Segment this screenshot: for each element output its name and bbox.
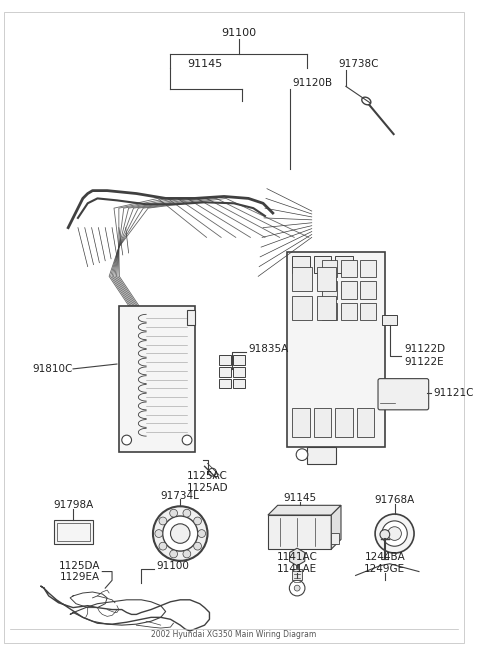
Text: 91100: 91100: [221, 28, 256, 38]
Text: 2002 Hyundai XG350 Main Wiring Diagram: 2002 Hyundai XG350 Main Wiring Diagram: [151, 629, 316, 639]
Text: 91100: 91100: [156, 561, 189, 571]
Circle shape: [170, 550, 178, 558]
Text: 91145: 91145: [187, 59, 222, 69]
Text: 1125DA: 1125DA: [59, 561, 100, 571]
Bar: [233, 379, 244, 388]
Circle shape: [296, 449, 308, 460]
Circle shape: [388, 527, 401, 540]
Text: 1125AD: 1125AD: [187, 483, 228, 493]
Circle shape: [382, 521, 407, 546]
Bar: [357, 408, 374, 437]
Circle shape: [375, 514, 414, 553]
Polygon shape: [331, 505, 341, 549]
Bar: [341, 303, 357, 320]
Bar: [292, 267, 312, 291]
Text: 91738C: 91738C: [338, 59, 379, 69]
Text: 91810C: 91810C: [33, 364, 73, 374]
Bar: [292, 408, 310, 437]
Bar: [317, 267, 336, 291]
Bar: [382, 315, 396, 325]
Circle shape: [183, 550, 191, 558]
Bar: [233, 367, 244, 377]
Bar: [292, 296, 312, 320]
Bar: [360, 260, 376, 277]
Bar: [119, 306, 195, 452]
Bar: [219, 379, 231, 388]
Bar: [219, 355, 231, 365]
Text: 1141AE: 1141AE: [277, 564, 317, 574]
Circle shape: [153, 506, 207, 561]
Circle shape: [122, 435, 132, 445]
Bar: [219, 367, 231, 377]
Bar: [268, 515, 331, 549]
Bar: [360, 303, 376, 320]
Circle shape: [182, 435, 192, 445]
Bar: [360, 281, 376, 299]
Text: 91122D: 91122D: [404, 345, 445, 354]
Circle shape: [380, 530, 390, 540]
Circle shape: [294, 585, 300, 591]
Polygon shape: [289, 548, 305, 566]
Bar: [54, 520, 93, 544]
Bar: [322, 260, 337, 277]
Circle shape: [198, 530, 205, 538]
Circle shape: [159, 542, 167, 550]
Circle shape: [163, 516, 198, 551]
Circle shape: [194, 517, 202, 525]
Bar: [314, 256, 331, 273]
Polygon shape: [268, 505, 341, 515]
Text: 91121C: 91121C: [433, 388, 474, 398]
Text: 1244BA: 1244BA: [364, 552, 405, 562]
Bar: [233, 355, 244, 365]
Text: 91734L: 91734L: [161, 491, 200, 500]
Text: 91798A: 91798A: [53, 500, 93, 510]
Bar: [187, 310, 195, 325]
Text: 91122E: 91122E: [404, 357, 444, 367]
Bar: [307, 447, 336, 464]
Bar: [322, 303, 337, 320]
Bar: [331, 533, 339, 544]
Bar: [341, 281, 357, 299]
FancyBboxPatch shape: [378, 379, 429, 410]
Text: 1125AC: 1125AC: [187, 471, 228, 481]
Bar: [57, 523, 90, 541]
Bar: [292, 256, 310, 273]
Bar: [292, 569, 302, 580]
Circle shape: [170, 524, 190, 543]
Bar: [314, 408, 331, 437]
Bar: [341, 260, 357, 277]
Bar: [317, 296, 336, 320]
Text: 91835A: 91835A: [249, 345, 288, 354]
Text: 91145: 91145: [284, 493, 317, 504]
Text: 1129EA: 1129EA: [60, 572, 100, 582]
Text: 91120B: 91120B: [292, 79, 333, 88]
Text: 91768A: 91768A: [374, 495, 415, 506]
Bar: [288, 252, 385, 447]
Circle shape: [194, 542, 202, 550]
Text: 1141AC: 1141AC: [276, 552, 318, 562]
Bar: [335, 408, 353, 437]
Text: 1249GE: 1249GE: [364, 564, 406, 574]
Circle shape: [170, 510, 178, 517]
Circle shape: [183, 510, 191, 517]
Bar: [322, 281, 337, 299]
Circle shape: [155, 530, 163, 538]
Circle shape: [159, 517, 167, 525]
Bar: [335, 256, 353, 273]
